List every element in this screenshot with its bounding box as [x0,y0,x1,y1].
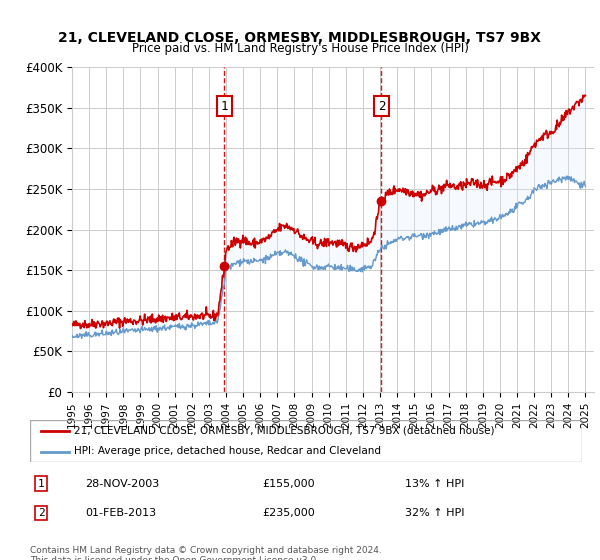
Text: Price paid vs. HM Land Registry's House Price Index (HPI): Price paid vs. HM Land Registry's House … [131,42,469,55]
Text: 28-NOV-2003: 28-NOV-2003 [85,479,160,489]
Text: 13% ↑ HPI: 13% ↑ HPI [406,479,465,489]
Text: 2: 2 [377,100,385,113]
Text: 32% ↑ HPI: 32% ↑ HPI [406,508,465,518]
Text: £235,000: £235,000 [262,508,314,518]
Text: 01-FEB-2013: 01-FEB-2013 [85,508,157,518]
Text: HPI: Average price, detached house, Redcar and Cleveland: HPI: Average price, detached house, Redc… [74,446,381,456]
Text: 1: 1 [38,479,44,489]
Text: 2: 2 [38,508,44,518]
Text: Contains HM Land Registry data © Crown copyright and database right 2024.
This d: Contains HM Land Registry data © Crown c… [30,546,382,560]
Text: £155,000: £155,000 [262,479,314,489]
Text: 21, CLEVELAND CLOSE, ORMESBY, MIDDLESBROUGH, TS7 9BX (detached house): 21, CLEVELAND CLOSE, ORMESBY, MIDDLESBRO… [74,426,494,436]
Text: 21, CLEVELAND CLOSE, ORMESBY, MIDDLESBROUGH, TS7 9BX: 21, CLEVELAND CLOSE, ORMESBY, MIDDLESBRO… [59,31,542,45]
Text: 1: 1 [221,100,228,113]
